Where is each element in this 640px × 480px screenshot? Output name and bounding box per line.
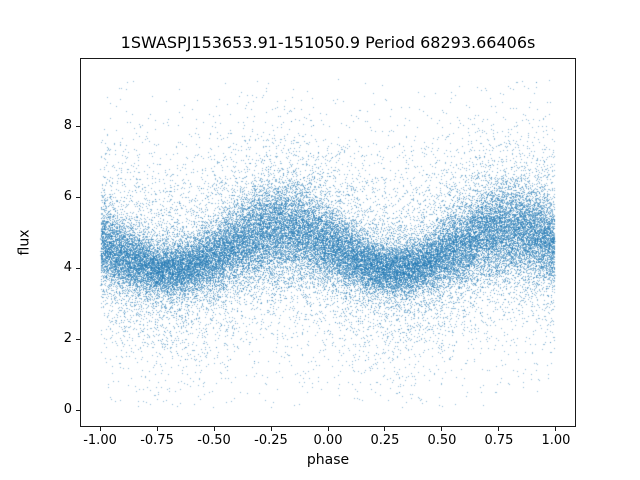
y-tick-label: 2 bbox=[63, 331, 72, 347]
y-tick-mark bbox=[76, 267, 80, 269]
x-tick-label: -0.25 bbox=[254, 433, 288, 448]
x-tick-mark bbox=[270, 427, 272, 431]
x-tick-label: -0.75 bbox=[140, 433, 174, 448]
x-tick-label: -1.00 bbox=[83, 433, 117, 448]
scatter-points-canvas bbox=[81, 59, 575, 426]
y-tick-mark bbox=[76, 196, 80, 198]
plot-area bbox=[80, 58, 576, 427]
y-tick-label: 8 bbox=[63, 118, 72, 134]
x-tick-label: 0.25 bbox=[370, 433, 400, 448]
x-tick-label: 0.75 bbox=[484, 433, 514, 448]
y-tick-mark bbox=[76, 125, 80, 127]
x-tick-mark bbox=[498, 427, 500, 431]
y-tick-label: 4 bbox=[63, 260, 72, 276]
x-tick-mark bbox=[555, 427, 557, 431]
x-tick-label: 0.00 bbox=[313, 433, 343, 448]
x-tick-mark bbox=[213, 427, 215, 431]
y-tick-label: 0 bbox=[63, 402, 72, 418]
x-tick-label: -0.50 bbox=[197, 433, 231, 448]
chart-title: 1SWASPJ153653.91-151050.9 Period 68293.6… bbox=[120, 33, 536, 52]
y-tick-mark bbox=[76, 409, 80, 411]
x-tick-mark bbox=[156, 427, 158, 431]
x-tick-mark bbox=[327, 427, 329, 431]
x-tick-mark bbox=[99, 427, 101, 431]
y-axis-label: flux bbox=[16, 229, 33, 256]
x-tick-mark bbox=[384, 427, 386, 431]
x-tick-label: 1.00 bbox=[541, 433, 571, 448]
y-tick-label: 6 bbox=[63, 189, 72, 205]
x-tick-mark bbox=[441, 427, 443, 431]
x-axis-label: phase bbox=[306, 452, 350, 468]
x-tick-label: 0.50 bbox=[427, 433, 457, 448]
y-tick-mark bbox=[76, 338, 80, 340]
